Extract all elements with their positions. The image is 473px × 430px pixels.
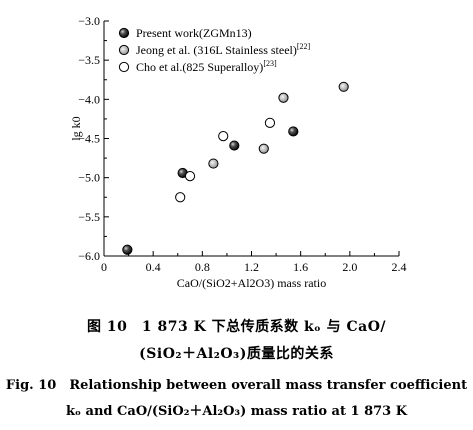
x-tick-label: 0.4 <box>146 260 161 274</box>
data-point-jeong <box>338 81 349 92</box>
y-tick-label: −4.5 <box>78 132 100 146</box>
legend-label-1: Jeong et al. (316L Stainless steel)[22] <box>136 42 311 57</box>
x-tick-label: 2.0 <box>342 260 357 274</box>
data-point-jeong <box>208 158 219 169</box>
x-tick-label: 2.4 <box>392 260 407 274</box>
y-tick-label: −5.5 <box>78 210 100 224</box>
data-point-present-work <box>288 126 299 137</box>
legend-marker-1 <box>118 44 130 56</box>
y-tick-label: −6.0 <box>78 249 100 263</box>
data-point-present-work <box>229 140 240 151</box>
data-point-cho <box>175 192 186 203</box>
x-tick-label: 1.6 <box>293 260 308 274</box>
scatter-chart: −3.0 −3.5 −4.0 −4.5 −5.0 −5.5 −6.00 0.4 0.8 1.2 1.… <box>69 14 407 290</box>
x-axis-label: CaO/(SiO2+Al2O3) mass ratio <box>177 276 326 290</box>
legend-label-2: Cho et al.(825 Superalloy)[23] <box>136 59 277 74</box>
x-tick-label: 0 <box>101 260 107 274</box>
legend-reference-2: [23] <box>263 59 277 68</box>
legend-marker-2 <box>118 61 130 73</box>
legend-label-0: Present work(ZGMn13) <box>136 26 252 40</box>
legend-marker-0 <box>118 27 130 39</box>
legend-reference-1: [22] <box>297 42 311 51</box>
figure-caption-zh-line1: 图 10 1 873 K 下总传质系数 kₒ 与 CaO/ <box>87 319 386 335</box>
y-tick-label: −4.0 <box>78 92 100 106</box>
figure-caption-en-line1: Fig. 10 Relationship between overall mas… <box>5 378 468 393</box>
y-tick-label: −3.0 <box>78 14 100 28</box>
y-tick-label: −3.5 <box>78 53 100 67</box>
data-point-jeong <box>278 92 289 103</box>
data-point-cho <box>218 131 229 142</box>
figure-caption-zh-line2: (SiO₂＋Al₂O₃)质量比的关系 <box>139 346 334 362</box>
x-tick-label: 0.8 <box>195 260 210 274</box>
figure-caption-en-line2: kₒ and CaO/(SiO₂＋Al₂O₃) mass ratio at 1 … <box>65 404 408 419</box>
y-tick-label: −5.0 <box>78 171 100 185</box>
x-tick-label: 1.2 <box>244 260 259 274</box>
data-point-cho <box>264 117 276 128</box>
data-point-cho <box>184 171 196 182</box>
data-point-jeong <box>258 143 269 154</box>
data-point-present-work <box>122 244 133 255</box>
y-axis-label: lg k0 <box>69 116 83 140</box>
